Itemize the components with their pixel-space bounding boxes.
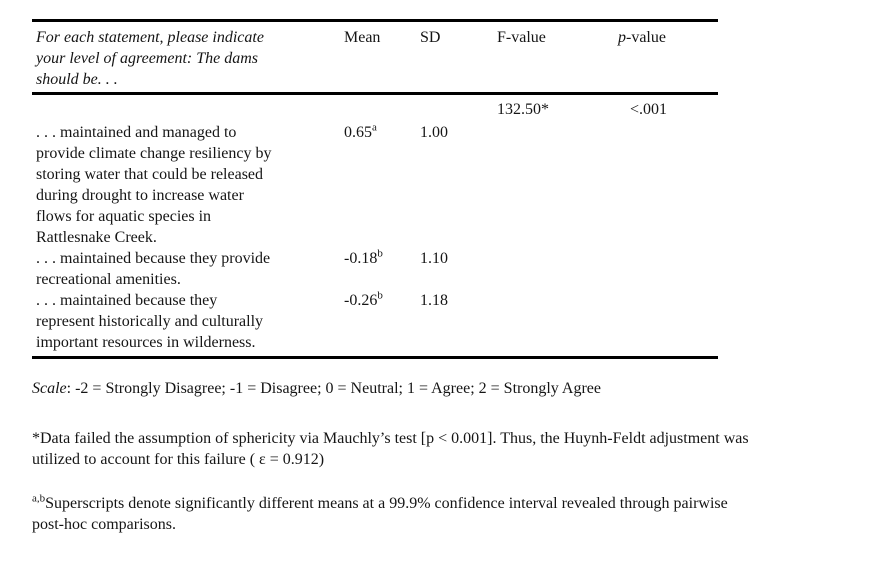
pvalue-cell: <.001 (630, 101, 668, 118)
pvalue-cell (614, 290, 718, 358)
pvalue-cell (614, 248, 718, 290)
mean-cell: 0.65a (340, 122, 416, 248)
fvalue-cell (493, 122, 614, 248)
mean-value: -0.18 (344, 250, 378, 267)
mean-value: 0.65 (344, 124, 372, 141)
scale-note-label: Scale (32, 380, 67, 397)
scale-note: Scale: -2 = Strongly Disagree; -1 = Disa… (32, 378, 884, 399)
mean-superscript: a (372, 121, 377, 134)
statement-cell: . . . maintained because they represent … (36, 292, 264, 351)
header-row: For each statement, please indicate your… (32, 20, 718, 95)
table-header: For each statement, please indicate your… (32, 20, 718, 95)
p-value-rest: -value (626, 29, 666, 46)
superscript-note: a,bSuperscripts denote significantly dif… (32, 493, 884, 535)
p-value-italic-p: p (618, 29, 626, 46)
column-header-sd: SD (416, 20, 493, 95)
column-header-mean: Mean (340, 20, 416, 95)
statement-cell: . . . maintained and managed to provide … (36, 124, 272, 246)
table-row-historical-resources: . . . maintained because they represent … (32, 290, 718, 358)
pvalue-cell (614, 122, 718, 248)
fvalue-cell: 132.50* (497, 101, 549, 118)
fvalue-cell (493, 290, 614, 358)
scale-note-text: : -2 = Strongly Disagree; -1 = Disagree;… (66, 380, 601, 397)
mean-cell: -0.18b (340, 248, 416, 290)
mean-superscript: b (377, 247, 383, 260)
table-body: 132.50* <.001 . . . maintained and manag… (32, 94, 718, 358)
table-row-overall-test: 132.50* <.001 (32, 94, 718, 123)
table-row-climate-resiliency: . . . maintained and managed to provide … (32, 122, 718, 248)
table-notes: Scale: -2 = Strongly Disagree; -1 = Disa… (32, 378, 884, 535)
column-header-statement: For each statement, please indicate your… (32, 20, 340, 95)
sd-cell: 1.18 (420, 292, 448, 309)
column-header-fvalue: F-value (493, 20, 614, 95)
statement-cell (32, 94, 340, 123)
superscript-note-sup: a,b (32, 492, 46, 505)
mean-cell (340, 94, 416, 123)
column-header-pvalue: p-value (614, 20, 718, 95)
mean-cell: -0.26b (340, 290, 416, 358)
statement-cell: . . . maintained because they provide re… (36, 250, 271, 288)
superscript-note-text: Superscripts denote significantly differ… (32, 495, 728, 533)
table-row-recreational-amenities: . . . maintained because they provide re… (32, 248, 718, 290)
sphericity-note: *Data failed the assumption of sphericit… (32, 430, 749, 468)
results-table: For each statement, please indicate your… (32, 19, 718, 359)
fvalue-cell (493, 248, 614, 290)
mean-superscript: b (377, 289, 383, 302)
sd-cell: 1.00 (420, 124, 448, 141)
mean-value: -0.26 (344, 292, 378, 309)
sd-cell: 1.10 (420, 250, 448, 267)
sd-cell (416, 94, 493, 123)
